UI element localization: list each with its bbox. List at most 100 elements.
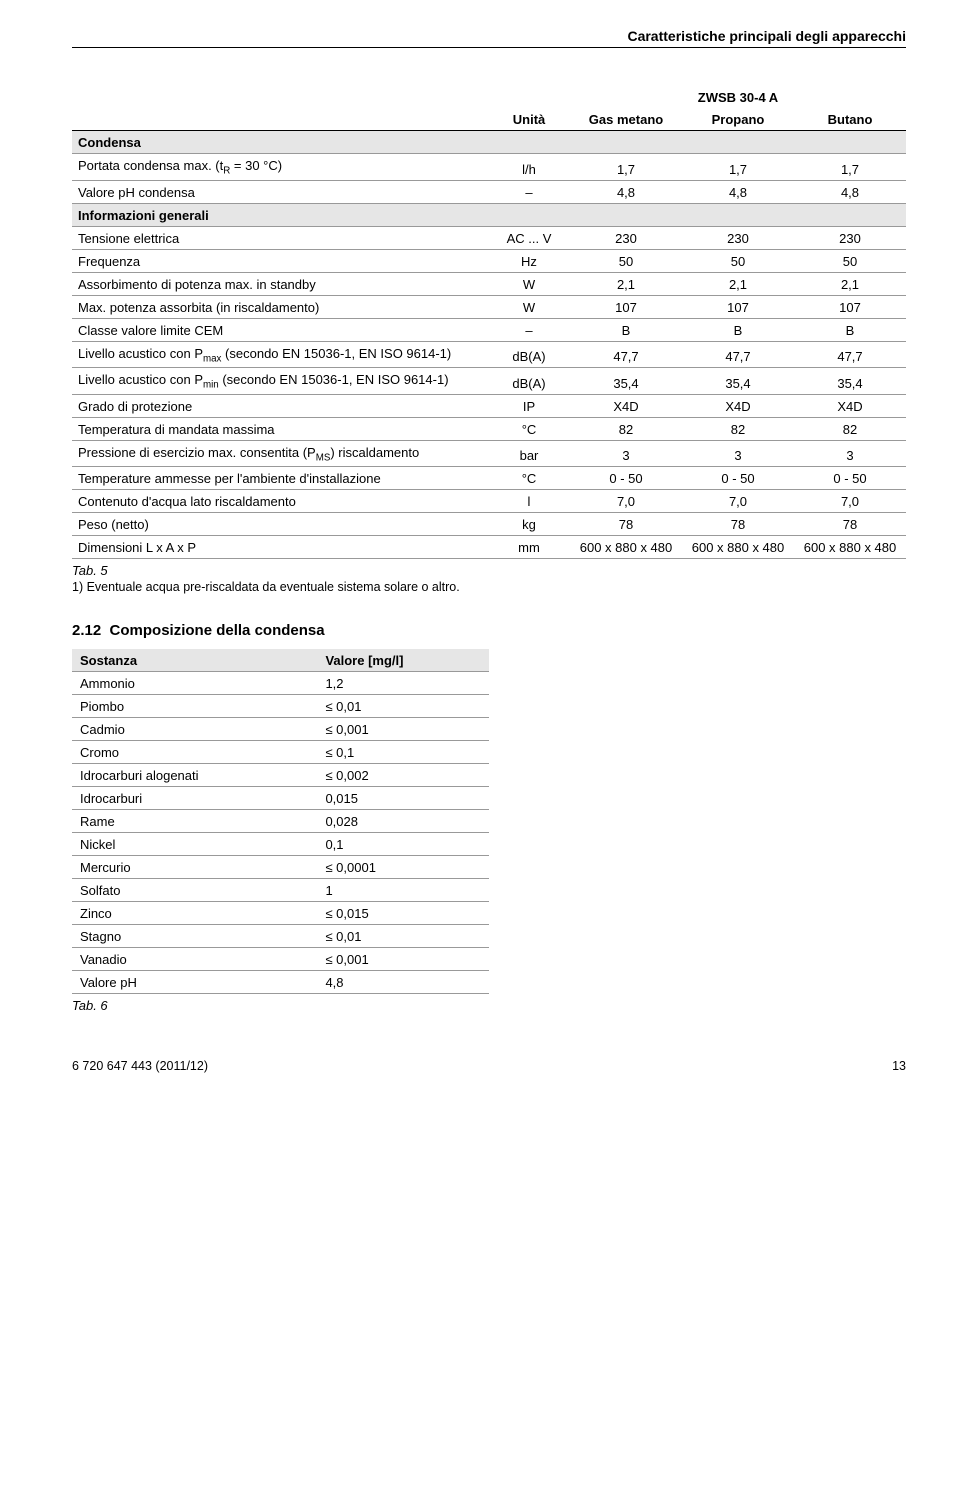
substance-name: Solfato [72, 879, 317, 902]
row-value: 35,4 [682, 368, 794, 395]
section-title-cell: Condensa [72, 131, 906, 154]
substance-name: Idrocarburi alogenati [72, 764, 317, 787]
unit-header: Unità [488, 108, 570, 131]
substance-value: ≤ 0,002 [317, 764, 489, 787]
substance-name: Rame [72, 810, 317, 833]
row-value: B [682, 318, 794, 341]
row-value: 3 [682, 440, 794, 467]
row-value: 107 [794, 295, 906, 318]
substance-value: 1 [317, 879, 489, 902]
substance-value: ≤ 0,001 [317, 948, 489, 971]
row-unit: – [488, 180, 570, 203]
row-value: 230 [794, 226, 906, 249]
row-unit: Hz [488, 249, 570, 272]
col-header: Butano [794, 108, 906, 131]
table-row: Mercurio≤ 0,0001 [72, 856, 489, 879]
row-label: Max. potenza assorbita (in riscaldamento… [72, 295, 488, 318]
row-value: 2,1 [570, 272, 682, 295]
row-label: Frequenza [72, 249, 488, 272]
substance-value: 4,8 [317, 971, 489, 994]
table-row: Valore pH condensa–4,84,84,8 [72, 180, 906, 203]
table-row: Stagno≤ 0,01 [72, 925, 489, 948]
table-row: Tensione elettricaAC ... V230230230 [72, 226, 906, 249]
substance-name: Idrocarburi [72, 787, 317, 810]
table-row: FrequenzaHz505050 [72, 249, 906, 272]
table-row: Temperatura di mandata massima°C828282 [72, 417, 906, 440]
substance-value: ≤ 0,01 [317, 925, 489, 948]
substance-name: Piombo [72, 695, 317, 718]
main-specs-table: ZWSB 30-4 A Unità Gas metano Propano But… [72, 86, 906, 559]
row-value: 107 [570, 295, 682, 318]
row-unit: °C [488, 417, 570, 440]
row-value: 47,7 [682, 341, 794, 368]
substance-value: ≤ 0,0001 [317, 856, 489, 879]
table-row: Rame0,028 [72, 810, 489, 833]
row-value: 600 x 880 x 480 [794, 536, 906, 559]
col-header: Gas metano [570, 108, 682, 131]
table-row: Zinco≤ 0,015 [72, 902, 489, 925]
row-value: 50 [682, 249, 794, 272]
row-unit: W [488, 272, 570, 295]
row-unit: dB(A) [488, 368, 570, 395]
table-row: Peso (netto)kg787878 [72, 513, 906, 536]
row-value: B [570, 318, 682, 341]
row-value: 82 [570, 417, 682, 440]
row-label: Portata condensa max. (tR = 30 °C) [72, 154, 488, 181]
table-row: Nickel0,1 [72, 833, 489, 856]
row-value: 0 - 50 [794, 467, 906, 490]
substance-value: ≤ 0,1 [317, 741, 489, 764]
row-value: X4D [794, 394, 906, 417]
substance-value: 1,2 [317, 672, 489, 695]
table-row: Idrocarburi alogenati≤ 0,002 [72, 764, 489, 787]
row-value: 1,7 [794, 154, 906, 181]
substance-value: ≤ 0,001 [317, 718, 489, 741]
table-row: Valore pH4,8 [72, 971, 489, 994]
row-label: Assorbimento di potenza max. in standby [72, 272, 488, 295]
substance-name: Stagno [72, 925, 317, 948]
table-row: Cadmio≤ 0,001 [72, 718, 489, 741]
row-label: Temperatura di mandata massima [72, 417, 488, 440]
row-value: 82 [794, 417, 906, 440]
row-value: 78 [570, 513, 682, 536]
row-value: B [794, 318, 906, 341]
row-value: 50 [794, 249, 906, 272]
table-row: Portata condensa max. (tR = 30 °C)l/h1,7… [72, 154, 906, 181]
row-value: 600 x 880 x 480 [570, 536, 682, 559]
table-row: Idrocarburi0,015 [72, 787, 489, 810]
row-label: Livello acustico con Pmin (secondo EN 15… [72, 368, 488, 395]
row-value: 2,1 [682, 272, 794, 295]
row-value: 78 [682, 513, 794, 536]
row-label: Contenuto d'acqua lato riscaldamento [72, 490, 488, 513]
section-2-12-heading: 2.12 Composizione della condensa [72, 622, 906, 639]
row-unit: IP [488, 394, 570, 417]
row-label: Valore pH condensa [72, 180, 488, 203]
substance-value: ≤ 0,01 [317, 695, 489, 718]
row-value: 35,4 [570, 368, 682, 395]
section-number: 2.12 [72, 622, 101, 639]
row-label: Peso (netto) [72, 513, 488, 536]
substance-value: 0,1 [317, 833, 489, 856]
row-value: 3 [794, 440, 906, 467]
row-value: 2,1 [794, 272, 906, 295]
row-value: 35,4 [794, 368, 906, 395]
row-unit: AC ... V [488, 226, 570, 249]
col-header: Propano [682, 108, 794, 131]
row-value: 7,0 [682, 490, 794, 513]
row-value: 0 - 50 [682, 467, 794, 490]
row-unit: l/h [488, 154, 570, 181]
table-row: Ammonio1,2 [72, 672, 489, 695]
row-value: 1,7 [570, 154, 682, 181]
row-value: 47,7 [794, 341, 906, 368]
row-value: 47,7 [570, 341, 682, 368]
table-row: Contenuto d'acqua lato riscaldamentol7,0… [72, 490, 906, 513]
row-unit: dB(A) [488, 341, 570, 368]
substance-name: Vanadio [72, 948, 317, 971]
section-title-cell: Informazioni generali [72, 203, 906, 226]
row-value: 4,8 [570, 180, 682, 203]
substance-name: Nickel [72, 833, 317, 856]
row-value: 1,7 [682, 154, 794, 181]
condensa-composition-table: Sostanza Valore [mg/l] Ammonio1,2Piombo≤… [72, 649, 489, 994]
row-unit: °C [488, 467, 570, 490]
substance-name: Zinco [72, 902, 317, 925]
substance-value: 0,015 [317, 787, 489, 810]
